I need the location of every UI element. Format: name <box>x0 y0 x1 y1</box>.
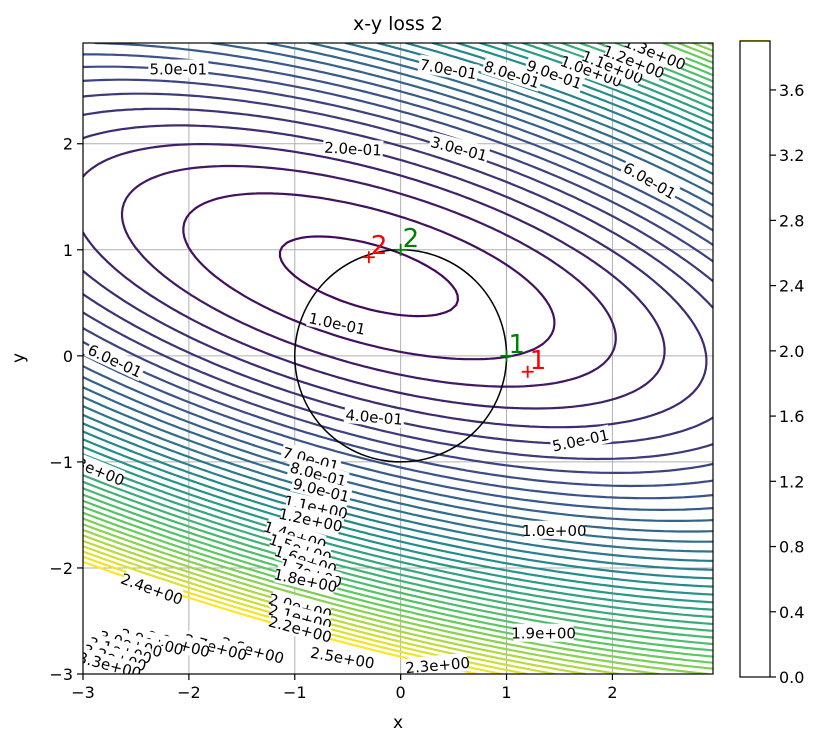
contour-label: 2.0e-01 <box>322 137 384 160</box>
y-tick-label: 0 <box>63 347 73 366</box>
contour-label-background <box>184 630 247 663</box>
marker-label: 2 <box>371 231 388 261</box>
contour-label-background <box>417 54 480 83</box>
y-axis-ticks: −3 −2 −1 0 1 2 <box>49 135 83 684</box>
y-axis-label: y <box>9 353 29 363</box>
colorbar-tick-label: 2.4 <box>779 277 804 296</box>
contour-lines <box>83 43 713 674</box>
chart-title: x-y loss 2 <box>353 13 443 35</box>
contour-label-text: 2.3e+00 <box>405 654 471 678</box>
colorbar-tick-label: 0.0 <box>779 668 804 687</box>
contour-line-0.5 <box>83 124 708 429</box>
contour-label-background <box>619 157 681 203</box>
contour-label-background <box>581 46 644 87</box>
colorbar-tick-label: 0.8 <box>779 538 804 557</box>
contour-label-background <box>560 51 623 90</box>
x-tick-label: −3 <box>71 683 95 702</box>
contour-label-background <box>83 448 126 488</box>
colorbar-tick-label: 2.8 <box>779 211 804 230</box>
contour-label-background <box>480 56 544 92</box>
contour-label-background <box>287 457 350 491</box>
contour-label-background <box>343 404 405 428</box>
contour-label: 4.0e-01 <box>343 404 405 429</box>
point-markers: 2 2 11 <box>362 224 547 378</box>
y-tick-label: 1 <box>63 241 73 260</box>
contour-label-text: 1.0e+00 <box>522 522 587 540</box>
contour-label-background <box>84 339 147 382</box>
colorbar-tick-label: 1.2 <box>779 472 804 491</box>
contour-line-0.7 <box>83 92 713 461</box>
contour-label: 5.0e-01 <box>148 59 209 79</box>
contour-label-background <box>523 55 586 93</box>
x-tick-label: 2 <box>607 683 617 702</box>
colorbar-tick-label: 2.0 <box>779 342 804 361</box>
contour-line-0.3 <box>120 164 617 388</box>
y-tick-label: −3 <box>49 665 73 684</box>
contour-label-background <box>83 648 142 674</box>
contour-line-3.1 <box>83 43 713 670</box>
contour-label-background <box>602 43 666 81</box>
contour-labels: 5.0e-01 7.0e-01 8.0e-019.0e-011.0e+001.1e+… <box>83 43 688 678</box>
marker-label: 1 <box>530 346 547 376</box>
contour-label-background <box>549 424 612 455</box>
x-tick-label: 1 <box>501 683 511 702</box>
contour-label-background <box>513 623 574 642</box>
y-tick-label: −1 <box>49 453 73 472</box>
contour-label-text: 1.9e+00 <box>511 625 576 643</box>
contour-label-background <box>284 491 348 522</box>
contour-label-background <box>148 59 209 78</box>
contour-label-background <box>290 473 353 506</box>
contour-line-0.1 <box>278 235 459 318</box>
contour-line-0.2 <box>182 192 556 361</box>
y-tick-label: −2 <box>49 559 73 578</box>
contour-label-background <box>406 652 469 674</box>
contour-label-background <box>311 643 374 672</box>
contour-label-background <box>269 612 332 645</box>
marker-label: 2 <box>403 224 420 254</box>
x-axis-ticks: −3 −2 −1 0 1 2 <box>71 674 618 702</box>
contour-line-0.8 <box>83 78 713 474</box>
contour-label-background <box>524 520 585 539</box>
contour-label-background <box>306 307 369 339</box>
y-tick-label: 2 <box>63 135 73 154</box>
marker-label: 1 <box>509 330 526 360</box>
colorbar-frame <box>739 40 771 678</box>
contour-label-text: 4.0e-01 <box>345 406 404 429</box>
contour-label-text: 5.0e-01 <box>150 61 208 79</box>
colorbar-tick-label: 3.2 <box>779 146 804 165</box>
contour-label-background <box>274 564 337 595</box>
contour-label: 2.3e+00 <box>405 652 471 678</box>
contour-label: 1.9e+00 <box>511 623 576 643</box>
contour-label-background <box>623 43 687 73</box>
x-tick-label: −1 <box>283 683 307 702</box>
plot-frame <box>82 42 714 675</box>
contour-label-text: 2.0e-01 <box>324 139 382 160</box>
x-axis-label: x <box>393 713 403 733</box>
colorbar: 0.0 0.4 0.8 1.2 1.6 2.0 2.4 2.8 3.2 3.6 <box>739 39 804 687</box>
contour-label-background <box>221 633 284 667</box>
contour-label-background <box>322 137 384 159</box>
contour-line-3.2 <box>83 43 713 674</box>
contour-line-1.0 <box>83 53 713 500</box>
contour-label-background <box>120 569 184 607</box>
colorbar-tick-label: 0.4 <box>779 603 804 622</box>
contour-label: 1.0e+00 <box>522 520 587 540</box>
x-tick-label: −2 <box>177 683 201 702</box>
x-tick-label: 0 <box>396 683 406 702</box>
contour-label-background <box>427 131 491 165</box>
colorbar-tick-label: 3.6 <box>779 81 804 100</box>
contour-line-0.4 <box>83 143 666 410</box>
colorbar-tick-label: 1.6 <box>779 407 804 426</box>
contour-label-background <box>279 504 343 535</box>
